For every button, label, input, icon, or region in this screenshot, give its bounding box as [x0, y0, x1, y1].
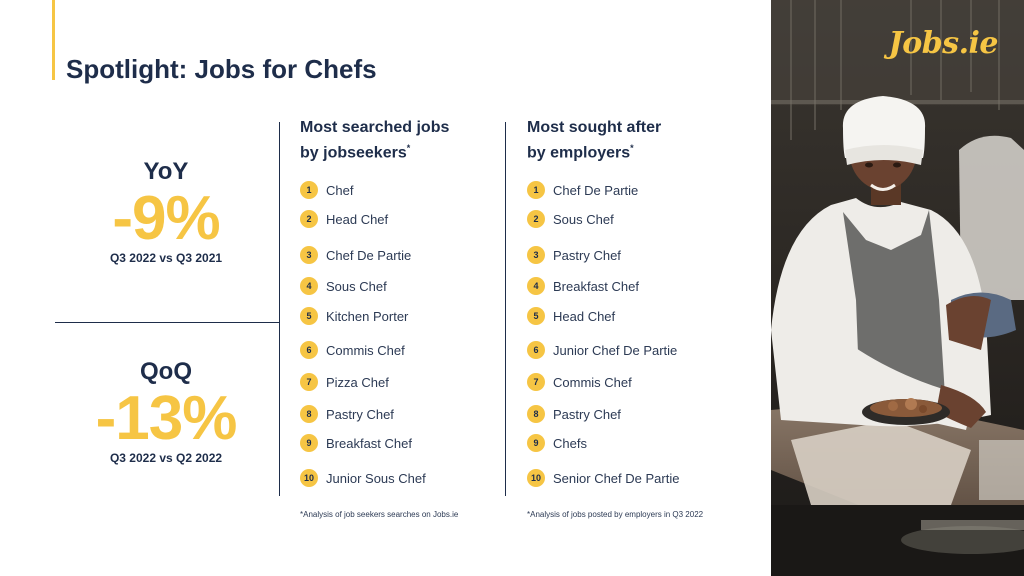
list-item: 3 Pastry Chef	[527, 245, 621, 265]
job-title: Head Chef	[553, 308, 616, 324]
list-item: 8 Pastry Chef	[300, 404, 394, 424]
rank-badge: 1	[300, 181, 318, 199]
list-item: 7 Pizza Chef	[300, 372, 389, 392]
qoq-period: Q3 2022 vs Q2 2022	[109, 451, 223, 466]
yoy-period: Q3 2022 vs Q3 2021	[109, 251, 223, 266]
job-title: Junior Chef De Partie	[553, 342, 678, 358]
qoq-value: -13%	[95, 384, 238, 453]
chef-illustration	[771, 0, 1024, 576]
job-title: Sous Chef	[553, 211, 614, 227]
title-bold: Jobs for Chefs	[194, 54, 377, 84]
rank-badge: 4	[527, 277, 545, 295]
list-item: 9 Breakfast Chef	[300, 433, 412, 453]
qoq-label: QoQ	[140, 358, 192, 385]
yoy-label: YoY	[143, 158, 189, 185]
rank-badge: 7	[300, 373, 318, 391]
searched-heading-line1: Most searched jobs	[300, 119, 450, 136]
job-title: Chef	[326, 182, 354, 198]
yoy-value: -9%	[112, 184, 220, 253]
rank-badge: 1	[527, 181, 545, 199]
rank-badge: 8	[527, 405, 545, 423]
chef-photo: Jobs.ie	[771, 0, 1024, 576]
employers-heading-star: *	[630, 143, 634, 153]
job-title: Commis Chef	[553, 374, 632, 390]
searched-footnote: *Analysis of job seekers searches on Job…	[300, 510, 459, 519]
list-item: 8 Pastry Chef	[527, 404, 621, 424]
list-item: 4 Breakfast Chef	[527, 276, 639, 296]
searched-heading: Most searched jobs by jobseekers*	[300, 118, 510, 163]
job-title: Junior Sous Chef	[326, 470, 426, 486]
yoy-stat: YoY -9% Q3 2022 vs Q3 2021	[80, 158, 252, 265]
list-item: 7 Commis Chef	[527, 372, 632, 392]
list-item: 6 Junior Chef De Partie	[527, 340, 677, 360]
job-title: Pastry Chef	[553, 247, 621, 263]
rank-badge: 7	[527, 373, 545, 391]
searched-jobs-column: Most searched jobs by jobseekers* 1 Chef …	[300, 118, 510, 487]
list-item: 9 Chefs	[527, 433, 587, 453]
list-item: 4 Sous Chef	[300, 276, 387, 296]
job-title: Pastry Chef	[553, 406, 621, 422]
job-title: Pastry Chef	[326, 406, 394, 422]
rank-badge: 3	[300, 246, 318, 264]
list-item: 10 Junior Sous Chef	[300, 468, 426, 488]
rank-badge: 10	[527, 469, 545, 487]
job-title: Commis Chef	[326, 342, 405, 358]
rank-badge: 3	[527, 246, 545, 264]
rank-badge: 9	[527, 434, 545, 452]
list-item: 3 Chef De Partie	[300, 245, 411, 265]
rank-badge: 6	[300, 341, 318, 359]
rank-badge: 2	[527, 210, 545, 228]
job-title: Head Chef	[326, 211, 389, 227]
title-accent-bar	[52, 0, 55, 80]
rank-badge: 9	[300, 434, 318, 452]
job-title: Chefs	[553, 435, 587, 451]
column-divider-middle	[505, 122, 506, 496]
job-title: Breakfast Chef	[553, 278, 639, 294]
employers-heading: Most sought after by employers*	[527, 118, 737, 163]
job-title: Chef De Partie	[326, 247, 412, 263]
list-item: 10 Senior Chef De Partie	[527, 468, 679, 488]
job-title: Senior Chef De Partie	[553, 470, 680, 486]
list-item: 2 Head Chef	[300, 209, 388, 229]
job-title: Sous Chef	[326, 278, 387, 294]
list-item: 6 Commis Chef	[300, 340, 405, 360]
job-title: Kitchen Porter	[326, 308, 409, 324]
rank-badge: 4	[300, 277, 318, 295]
title-prefix: Spotlight:	[66, 54, 188, 84]
job-title: Pizza Chef	[326, 374, 389, 390]
list-item: 1 Chef De Partie	[527, 180, 638, 200]
searched-heading-star: *	[406, 143, 411, 153]
page-title: Spotlight: Jobs for Chefs	[66, 54, 377, 85]
list-item: 1 Chef	[300, 180, 353, 200]
list-item: 2 Sous Chef	[527, 209, 614, 229]
rank-badge: 6	[527, 341, 545, 359]
list-item: 5 Kitchen Porter	[300, 306, 408, 326]
employers-heading-line1: Most sought after	[527, 119, 662, 136]
searched-heading-line2: by jobseekers	[300, 144, 407, 162]
rank-badge: 10	[300, 469, 318, 487]
list-item: 5 Head Chef	[527, 306, 615, 326]
employers-footnote: *Analysis of jobs posted by employers in…	[527, 510, 704, 519]
rank-badge: 2	[300, 210, 318, 228]
rank-badge: 5	[300, 307, 318, 325]
employers-heading-line2: by employers	[527, 144, 631, 162]
job-title: Breakfast Chef	[326, 435, 412, 451]
stats-divider	[55, 322, 279, 323]
column-divider-left	[279, 122, 280, 496]
rank-badge: 5	[527, 307, 545, 325]
job-title: Chef De Partie	[553, 182, 639, 198]
jobs-ie-logo: Jobs.ie	[888, 26, 999, 61]
qoq-stat: QoQ -13% Q3 2022 vs Q2 2022	[80, 358, 252, 465]
rank-badge: 8	[300, 405, 318, 423]
employer-jobs-column: Most sought after by employers* 1 Chef De…	[527, 118, 737, 487]
